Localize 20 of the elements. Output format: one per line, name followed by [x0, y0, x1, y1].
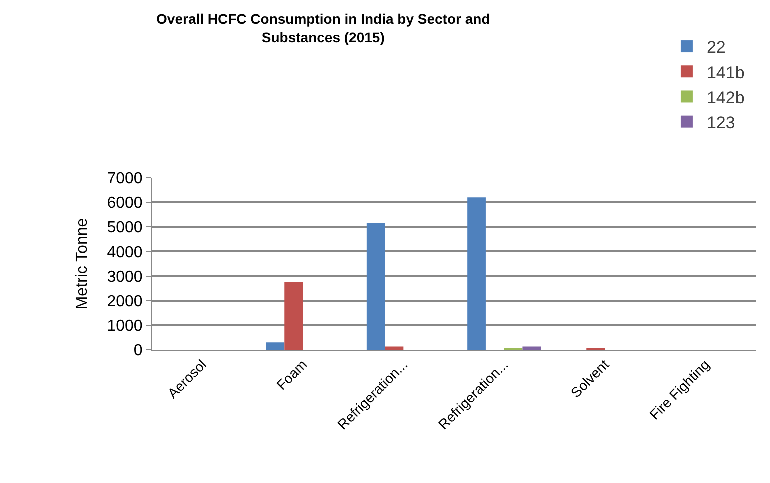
bar [266, 342, 285, 350]
legend-label: 142b [706, 88, 745, 108]
legend-label: 22 [706, 38, 726, 58]
y-tick-label: 5000 [107, 220, 143, 237]
y-tick-label: 0 [134, 342, 143, 360]
y-tick-label: 6000 [107, 195, 143, 212]
y-tick-label: 4000 [107, 244, 143, 262]
bar [522, 346, 542, 350]
y-axis-title: Metric Tonne [74, 218, 92, 310]
bar [366, 223, 386, 350]
y-tick-label: 3000 [107, 268, 143, 286]
y-tick-label: 1000 [107, 318, 143, 336]
y-tick-label: 2000 [107, 293, 143, 310]
bar [385, 346, 404, 350]
legend-label: 123 [706, 113, 736, 132]
y-tick-label: 7000 [107, 170, 143, 188]
chart-title: Overall HCFC Consumption in India by Sector and Substances (2015) [156, 11, 490, 46]
legend-label: 141b [706, 63, 745, 82]
bar [468, 198, 486, 350]
bar [284, 282, 303, 350]
